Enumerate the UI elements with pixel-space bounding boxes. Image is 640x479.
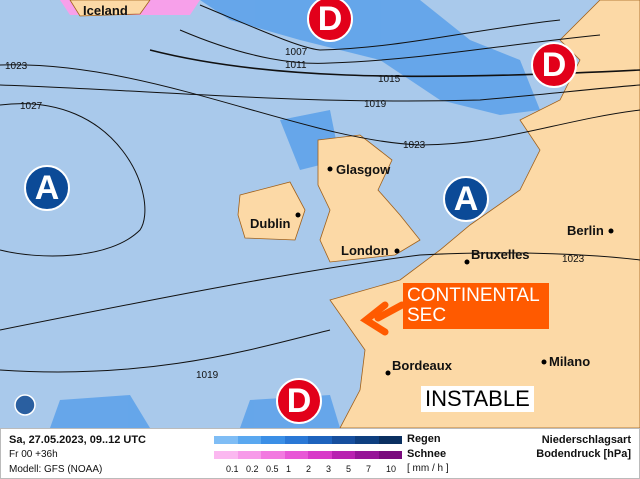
scale-ticks: 0.1 0.2 0.5 1 2 3 5 7 10 [214,464,402,476]
svg-text:1027: 1027 [20,101,43,112]
scale-swatch [355,451,379,459]
scale-swatch [378,436,402,444]
svg-text:Milano: Milano [549,354,590,369]
globe-icon [14,394,36,416]
scale-swatch [214,436,238,444]
scale-swatch [308,436,332,444]
scale-swatch [284,436,308,444]
scale-swatch [237,451,261,459]
model-name: Modell: GFS (NOAA) [9,464,103,475]
scale-tick: 3 [326,464,332,474]
scale-tick: 0.5 [266,464,279,474]
isobar-labels: 1023 1027 1007 1011 1015 1019 1023 1023 … [5,47,585,381]
cities: Iceland Glasgow Dublin London Bruxelles … [83,3,614,376]
scale-tick: 0.1 [226,464,239,474]
low-pressure-marker: D [531,42,577,88]
scale-tick: 0.2 [246,464,259,474]
svg-text:1023: 1023 [562,254,585,265]
high-pressure-marker: A [24,165,70,211]
legend-title-pressure: Bodendruck [hPa] [536,448,631,460]
continental-annotation: CONTINENTAL SEC [403,283,549,329]
scale-swatch [331,451,355,459]
scale-swatch [331,436,355,444]
snow-color-scale [214,451,402,459]
scale-swatch [284,451,308,459]
arrow-icon [374,301,406,322]
svg-text:London: London [341,243,389,258]
high-pressure-marker: A [443,176,489,222]
instable-annotation: INSTABLE [421,386,534,412]
scale-tick: 10 [386,464,397,474]
arrow-head-icon [359,301,389,336]
low-pressure-marker: D [307,0,353,42]
unit-label: [ mm / h ] [407,463,449,474]
rain-color-scale [214,436,402,444]
scale-tick: 2 [306,464,312,474]
svg-text:Bordeaux: Bordeaux [392,358,453,373]
scale-tick: 7 [366,464,372,474]
svg-text:1019: 1019 [364,99,387,110]
svg-text:Bruxelles: Bruxelles [471,247,530,262]
scale-swatch [308,451,332,459]
svg-text:1019: 1019 [196,370,219,381]
legend: Sa, 27.05.2023, 09..12 UTC Fr 00 +36h Mo… [0,428,640,479]
svg-text:Dublin: Dublin [250,216,290,231]
svg-text:Glasgow: Glasgow [336,162,391,177]
forecast-run: Fr 00 +36h [9,449,58,460]
scale-swatch [355,436,379,444]
scale-tick: 1 [286,464,292,474]
svg-text:1023: 1023 [403,140,426,151]
scale-swatch [237,436,261,444]
scale-swatch [214,451,238,459]
svg-text:1011: 1011 [285,60,307,71]
scale-swatch [261,436,285,444]
scale-tick: 5 [346,464,352,474]
svg-text:Berlin: Berlin [567,223,604,238]
snow-label: Schnee [407,448,447,460]
forecast-date: Sa, 27.05.2023, 09..12 UTC [9,434,146,446]
scale-swatch [378,451,402,459]
rain-label: Regen [407,433,441,445]
svg-text:Iceland: Iceland [83,3,128,18]
low-pressure-marker: D [276,378,322,424]
svg-text:1007: 1007 [285,47,308,58]
legend-title-type: Niederschlagsart [541,434,631,446]
svg-text:1015: 1015 [378,74,401,85]
svg-text:1023: 1023 [5,61,28,72]
scale-swatch [261,451,285,459]
